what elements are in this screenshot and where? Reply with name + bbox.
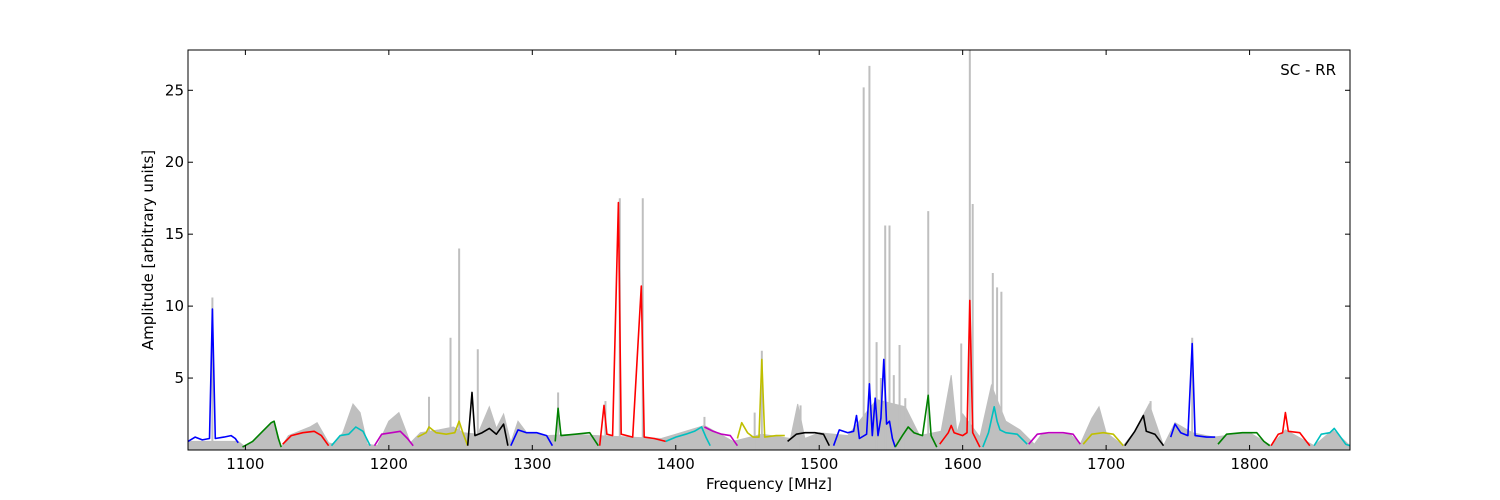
series-line-22 [1217, 431, 1271, 447]
y-tick-label-3: 20 [165, 153, 184, 171]
series-line-3 [330, 426, 371, 447]
series-line-21 [1169, 342, 1216, 438]
y-tick-label-0: 5 [174, 369, 184, 387]
series-line-16 [939, 299, 981, 448]
x-axis-ticks: 1100 1200 1300 1400 1500 1600 1700 1800 [226, 50, 1269, 473]
x-tick-label-2: 1300 [513, 455, 551, 473]
y-tick-label-2: 15 [165, 225, 184, 243]
series-line-6 [466, 391, 509, 446]
series-line-15 [894, 394, 938, 448]
series-line-23 [1270, 411, 1311, 447]
series-line-2 [282, 430, 330, 447]
raw-spectrum-layer [187, 50, 1351, 451]
series-line-11 [704, 426, 739, 447]
x-tick-label-5: 1600 [944, 455, 982, 473]
series-line-10 [665, 426, 711, 447]
series-line-8 [554, 407, 599, 447]
series-line-18 [1028, 431, 1081, 445]
x-tick-label-4: 1500 [800, 455, 838, 473]
series-line-12 [736, 358, 785, 439]
x-tick-label-0: 1100 [226, 455, 264, 473]
series-line-0 [187, 308, 239, 444]
series-line-1 [242, 420, 282, 448]
y-tick-label-1: 10 [165, 297, 184, 315]
series-line-4 [373, 430, 414, 447]
x-tick-label-6: 1700 [1087, 455, 1125, 473]
x-tick-label-7: 1800 [1230, 455, 1268, 473]
plot-frame [187, 49, 1351, 451]
x-tick-label-3: 1400 [657, 455, 695, 473]
y-tick-label-4: 25 [165, 81, 184, 99]
series-line-20 [1124, 414, 1165, 447]
x-axis-label: Frequency [MHz] [706, 475, 832, 493]
series-line-17 [982, 405, 1028, 448]
y-axis-label: Amplitude [arbitrary units] [139, 150, 157, 350]
series-line-7 [510, 429, 554, 447]
x-tick-label-1: 1200 [370, 455, 408, 473]
series-line-5 [417, 420, 469, 446]
series-line-24 [1313, 427, 1351, 447]
raw-spectrum-baseline [187, 375, 1351, 451]
series-line-19 [1082, 431, 1124, 447]
series-line-14 [832, 358, 896, 448]
chart-annotation: SC - RR [1280, 61, 1336, 79]
fitted-series-layer [187, 201, 1351, 448]
series-line-9 [598, 201, 666, 446]
series-line-13 [787, 431, 831, 447]
y-axis-ticks: 5 10 15 20 25 [165, 81, 1350, 387]
